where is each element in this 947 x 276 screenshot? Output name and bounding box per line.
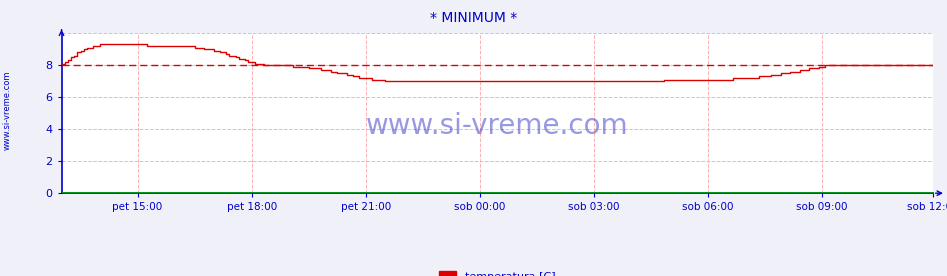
Text: * MINIMUM *: * MINIMUM * bbox=[430, 11, 517, 25]
Text: www.si-vreme.com: www.si-vreme.com bbox=[3, 71, 12, 150]
Legend: temperatura [C], pretok [m3/s]: temperatura [C], pretok [m3/s] bbox=[435, 267, 560, 276]
Text: www.si-vreme.com: www.si-vreme.com bbox=[366, 112, 629, 140]
